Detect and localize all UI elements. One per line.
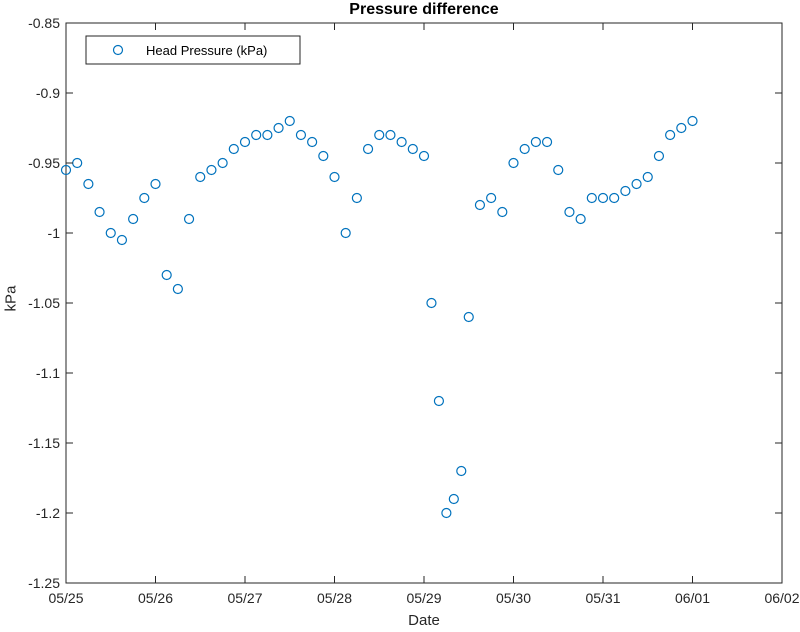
data-point — [340, 227, 351, 239]
data-point — [273, 122, 284, 134]
data-point — [139, 192, 150, 204]
data-point — [83, 178, 94, 190]
data-point — [105, 227, 116, 239]
x-tick-label: 05/30 — [496, 590, 531, 606]
data-point — [172, 283, 183, 295]
data-point — [687, 115, 698, 127]
data-point — [407, 143, 418, 155]
legend-marker — [112, 44, 124, 56]
data-point — [665, 129, 676, 141]
y-tick-label: -0.9 — [36, 85, 60, 101]
data-point — [217, 157, 228, 169]
data-point — [508, 157, 519, 169]
x-tick-label: 05/26 — [138, 590, 173, 606]
data-point — [441, 507, 452, 519]
legend-label: Head Pressure (kPa) — [146, 43, 267, 58]
x-tick-label: 05/29 — [406, 590, 441, 606]
data-point — [474, 199, 486, 211]
data-point — [575, 213, 586, 225]
data-point — [239, 136, 251, 148]
data-point — [307, 136, 318, 148]
data-point — [519, 143, 530, 155]
x-tick-label: 05/31 — [585, 590, 620, 606]
x-tick-label: 06/01 — [675, 590, 710, 606]
data-point — [183, 213, 195, 225]
data-point — [553, 164, 564, 176]
data-point — [497, 206, 508, 218]
x-tick-label: 05/25 — [48, 590, 83, 606]
data-point — [94, 206, 105, 218]
data-point — [228, 143, 239, 155]
data-point — [396, 136, 407, 148]
data-point — [631, 178, 642, 190]
y-tick-label: -1 — [48, 225, 61, 241]
y-tick-label: -0.95 — [28, 155, 60, 171]
data-point — [60, 164, 72, 176]
data-point — [329, 171, 340, 183]
legend-box — [85, 35, 301, 65]
data-point — [426, 297, 437, 309]
y-tick-label: -1.05 — [28, 295, 60, 311]
legend: Head Pressure (kPa) — [85, 35, 301, 65]
data-point — [284, 115, 295, 127]
data-point — [318, 150, 329, 162]
axes: 05/25 05/26 05/27 05/28 05/29 05/30 05/31 06/01… — [28, 15, 800, 606]
data-point — [586, 192, 597, 204]
data-point — [433, 395, 445, 407]
data-point — [609, 192, 620, 204]
data-point — [541, 136, 553, 148]
data-point — [262, 129, 273, 141]
data-point — [362, 143, 374, 155]
data-point — [295, 129, 307, 141]
data-point — [385, 129, 396, 141]
data-point — [486, 192, 497, 204]
data-point — [128, 213, 139, 225]
x-tick-label: 05/27 — [227, 590, 262, 606]
chart-title: Pressure difference — [349, 1, 499, 18]
y-tick-label: -1.25 — [28, 575, 60, 591]
data-point — [116, 234, 128, 246]
y-tick-label: -1.1 — [36, 365, 60, 381]
data-point — [653, 150, 665, 162]
data-point — [161, 269, 172, 281]
data-point — [564, 206, 575, 218]
data-point — [597, 192, 609, 204]
data-point — [448, 493, 459, 505]
scatter-points — [60, 115, 698, 519]
data-point — [374, 129, 385, 141]
data-point — [530, 136, 541, 148]
data-point — [620, 185, 631, 197]
data-point — [456, 465, 467, 477]
data-point — [150, 178, 161, 190]
x-tick-label: 05/28 — [317, 590, 352, 606]
data-point — [206, 164, 217, 176]
data-point — [676, 122, 687, 134]
data-point — [195, 171, 206, 183]
plot-area — [65, 22, 783, 584]
x-tick-label: 06/02 — [764, 590, 799, 606]
data-point — [251, 129, 262, 141]
data-point — [351, 192, 362, 204]
y-tick-label: -1.15 — [28, 435, 60, 451]
y-tick-label: -1.2 — [36, 505, 60, 521]
y-tick-label: -0.85 — [28, 15, 60, 31]
x-axis-label: Date — [408, 612, 440, 629]
data-point — [463, 311, 474, 323]
data-point — [642, 171, 653, 183]
data-point — [418, 150, 430, 162]
